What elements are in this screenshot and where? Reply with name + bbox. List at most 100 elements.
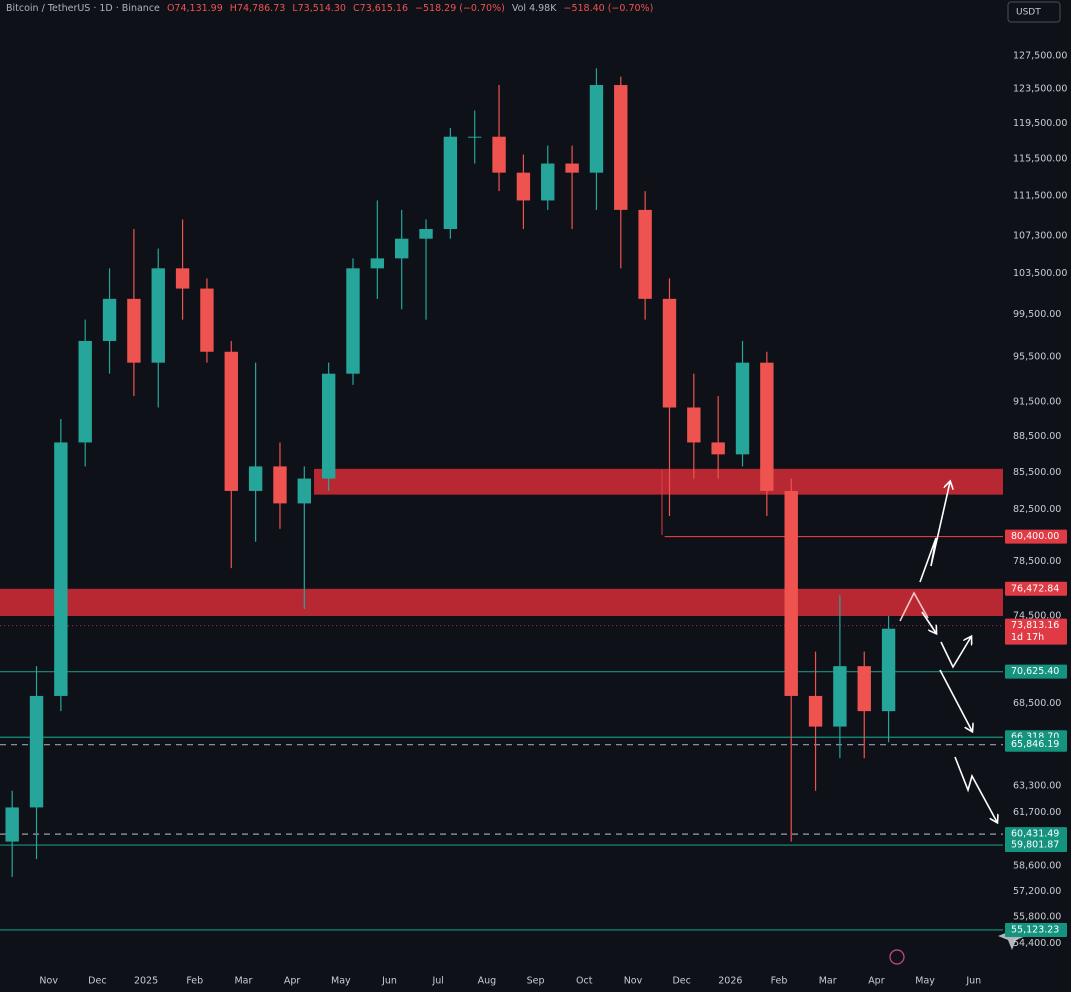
candle-body bbox=[273, 466, 287, 504]
symbol-header: Bitcoin / TetherUS · 1D · Binance O74,13… bbox=[6, 3, 657, 14]
y-tick-label: 68,500.00 bbox=[1013, 698, 1061, 709]
y-tick-label: 111,500.00 bbox=[1013, 190, 1067, 201]
y-tick-label: 119,500.00 bbox=[1013, 118, 1067, 129]
price-label: 65,846.19 bbox=[1011, 739, 1059, 750]
price-label-box bbox=[1005, 922, 1067, 937]
y-tick-label: 115,500.00 bbox=[1013, 154, 1067, 165]
candle-body bbox=[808, 695, 823, 727]
arrow-down-2 bbox=[939, 669, 972, 731]
x-tick-label: Dec bbox=[88, 976, 106, 987]
price-zone bbox=[0, 588, 1003, 617]
price-label-box bbox=[1005, 827, 1067, 842]
candle-body bbox=[735, 362, 750, 455]
candle-body bbox=[54, 442, 68, 696]
candle-body bbox=[200, 288, 214, 352]
y-tick-label: 58,600.00 bbox=[1013, 861, 1061, 872]
y-tick-label: 127,500.00 bbox=[1013, 51, 1067, 62]
price-label-box bbox=[1005, 618, 1067, 645]
candle-body bbox=[516, 172, 531, 201]
symbol: Bitcoin / TetherUS · 1D · Binance bbox=[6, 3, 160, 14]
candle-body bbox=[565, 163, 579, 173]
price-label: 60,431.49 bbox=[1011, 829, 1059, 840]
price-label: 73,813.16 bbox=[1011, 620, 1059, 631]
x-tick-label: Jun bbox=[965, 976, 981, 987]
x-tick-label: Sep bbox=[527, 976, 545, 987]
y-tick-label: 82,500.00 bbox=[1013, 504, 1061, 515]
price-label: 70,625.40 bbox=[1011, 666, 1059, 677]
candle-body bbox=[784, 490, 798, 696]
candle-body bbox=[297, 478, 312, 504]
candle-body bbox=[29, 695, 44, 808]
candle-body bbox=[443, 136, 458, 230]
price-label-box bbox=[1005, 737, 1067, 752]
candle-body bbox=[662, 298, 677, 408]
candle-body bbox=[151, 268, 165, 363]
y-tick-label: 85,500.00 bbox=[1013, 467, 1061, 478]
x-tick-label: Mar bbox=[819, 976, 837, 987]
change-value: −518.29 (−0.70%) bbox=[415, 3, 505, 14]
y-tick-label: 99,500.00 bbox=[1013, 309, 1061, 320]
x-tick-label: May bbox=[331, 976, 351, 987]
x-tick-label: Nov bbox=[39, 976, 58, 987]
candle-body bbox=[760, 362, 774, 491]
y-tick-label: 95,500.00 bbox=[1013, 352, 1061, 363]
button-label[interactable]: USDT bbox=[1016, 8, 1041, 18]
x-tick-label: Nov bbox=[624, 976, 643, 987]
price-label-box bbox=[1005, 664, 1067, 679]
candle-body bbox=[78, 340, 92, 443]
price-label: 80,400.00 bbox=[1011, 531, 1059, 542]
projection-peak bbox=[899, 591, 929, 622]
candle-body bbox=[638, 209, 652, 299]
price-label: 59,801.87 bbox=[1011, 840, 1059, 851]
candle-body bbox=[248, 466, 263, 491]
arrow-down-1 bbox=[921, 611, 936, 633]
volume-value: Vol 4.98K bbox=[511, 3, 557, 14]
y-tick-label: 54,400.00 bbox=[1013, 938, 1061, 949]
candle-body bbox=[127, 298, 141, 363]
candle-body bbox=[492, 136, 506, 173]
candle-body bbox=[881, 628, 896, 712]
button-frame[interactable] bbox=[1007, 1, 1061, 23]
candle-body bbox=[711, 442, 725, 455]
high-value: H74,786.73 bbox=[229, 3, 286, 14]
x-tick-label: Apr bbox=[868, 976, 885, 987]
plot-area bbox=[0, 68, 1003, 931]
low-value: L73,514.30 bbox=[292, 3, 346, 14]
candle-body bbox=[833, 666, 847, 727]
candle-body bbox=[102, 298, 117, 341]
x-tick-label: Apr bbox=[284, 976, 301, 987]
candle-body bbox=[224, 351, 238, 491]
y-tick-label: 61,700.00 bbox=[1013, 807, 1061, 818]
price-label-box bbox=[1005, 838, 1067, 853]
countdown-label: 1d 17h bbox=[1011, 632, 1044, 643]
close-value: C73,615.16 bbox=[353, 3, 408, 14]
y-tick-label: 63,300.00 bbox=[1013, 780, 1061, 791]
x-tick-label: 2026 bbox=[718, 976, 742, 987]
candle-body bbox=[370, 258, 385, 269]
x-tick-label: Feb bbox=[186, 976, 203, 987]
candle-body bbox=[419, 229, 433, 239]
y-tick-label: 107,300.00 bbox=[1013, 230, 1067, 241]
arrow-up bbox=[919, 482, 950, 583]
currency-button[interactable]: USDT bbox=[1007, 1, 1061, 23]
y-tick-label: 91,500.00 bbox=[1013, 396, 1061, 407]
candle-body bbox=[589, 85, 604, 173]
candle-body bbox=[346, 268, 360, 374]
y-tick-label: 78,500.00 bbox=[1013, 556, 1061, 567]
compass-icon[interactable] bbox=[889, 949, 905, 965]
arrow-down-3 bbox=[954, 756, 997, 822]
price-label: 66,318.70 bbox=[1011, 732, 1059, 743]
price-axis: Nov Dec 2025 Feb Mar Apr May Jun Jul Aug Sep Oct Nov… bbox=[39, 51, 1067, 987]
x-tick-label: 2025 bbox=[134, 976, 158, 987]
candle-body bbox=[614, 85, 628, 210]
y-tick-label: 123,500.00 bbox=[1013, 84, 1067, 95]
y-tick-label: 57,200.00 bbox=[1013, 886, 1061, 897]
candle-body bbox=[394, 238, 409, 259]
candle-body bbox=[687, 407, 701, 443]
price-zone bbox=[314, 468, 1003, 495]
price-label-box bbox=[1005, 529, 1067, 544]
x-tick-label: Jun bbox=[381, 976, 397, 987]
x-tick-label: Mar bbox=[234, 976, 252, 987]
